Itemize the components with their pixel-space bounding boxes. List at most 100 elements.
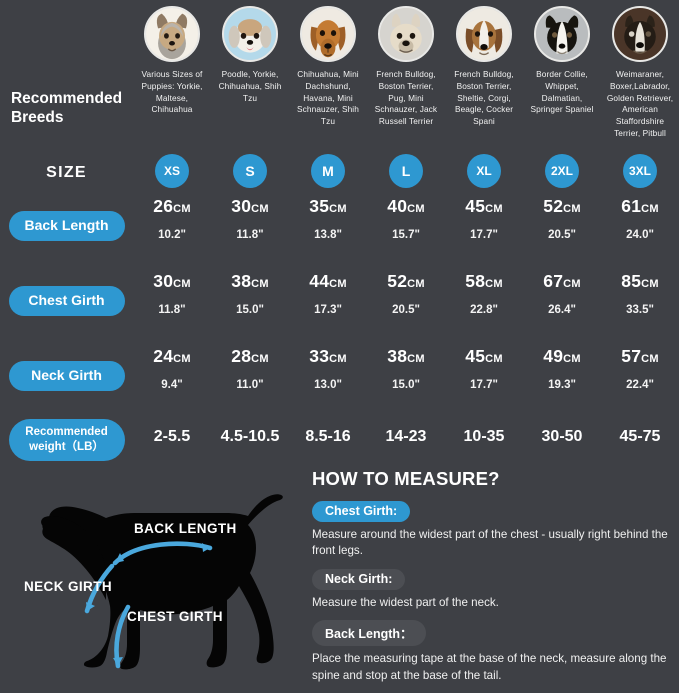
metric-value: 44CM [309,271,347,291]
imperial-value: 17.7" [470,228,498,241]
neck-girth-pill: Neck Girth [8,360,125,392]
size-badge-xs: XS [155,154,189,188]
metric-value: 38CM [231,271,269,291]
how-to-measure-text: Measure the widest part of the neck. [312,595,499,609]
measure-cell: 35CM 13.8" [289,192,367,240]
breed-cell-2xl: Border Collie, Whippet, Dalmatian, Sprin… [523,6,601,140]
breed-text: Various Sizes of Puppies: Yorkie, Maltes… [141,69,203,115]
neck-girth-label-wrap: Neck Girth [0,356,133,396]
metric-unit: CM [563,203,581,215]
metric-unit: CM [329,203,347,215]
weight-cell: 30-50 [523,412,601,446]
breed-cell-s: Poodle, Yorkie, Chihuahua, Shih Tzu [211,6,289,140]
breed-text: French Bulldog, Boston Terrier, Pug, Min… [374,69,438,127]
imperial-value: 13.0" [314,378,342,391]
imperial-value: 22.4" [626,378,654,391]
metric-value: 40CM [387,196,425,216]
breed-cell-m: Chihuahua, Mini Dachshund, Havana, Mini … [289,6,367,140]
measure-cell: 26CM 10.2" [133,192,211,240]
imperial-value: 15.0" [392,378,420,391]
imperial-value: 9.4" [161,378,183,391]
how-to-measure-items: Chest Girth: Measure around the widest pa… [312,501,672,684]
measure-cell: 40CM 15.7" [367,192,445,240]
weight-value: 2-5.5 [153,428,191,445]
size-badge-s: S [233,154,267,188]
metric-unit: CM [485,203,503,215]
metric-value: 45CM [465,196,503,216]
weight-value: 45-75 [619,428,661,445]
recommended-weight-label-wrap: Recommended weight（LB） [0,418,133,462]
breed-text: Chihuahua, Mini Dachshund, Havana, Mini … [297,69,359,127]
measure-cell: 45CM 17.7" [445,192,523,241]
recommended-breeds-row: Recommended Breeds Various Sizes of Puppi… [0,6,679,148]
how-to-measure-item: Back Length： Place the measuring tape at … [312,620,672,684]
dog-measurement-diagram: BACK LENGTH NECK GIRTH CHEST GIRTH [14,480,299,676]
metric-unit: CM [173,203,191,215]
metric-value: 38CM [387,346,425,366]
chest-girth-row: Chest Girth 30CM 11.8" 38CM 15.0" 44CM 17.3" 5… [0,267,679,337]
size-badge-2xl: 2XL [545,154,579,188]
how-to-measure-item: Neck Girth: Measure the widest part of th… [312,568,672,611]
size-cell-xs: XS [133,152,211,188]
dachshund-photo [300,6,356,62]
recommended-weight-row: Recommended weight（LB） 2-5.5 4.5-10.5 8.5-1… [0,412,679,468]
how-to-measure-text: Place the measuring tape at the base of … [312,652,667,682]
measure-cell: 38CM 15.0" [367,342,445,391]
measure-cell: 38CM 15.0" [211,267,289,316]
size-chart: Recommended Breeds Various Sizes of Puppi… [0,6,679,682]
size-badge-xl: XL [467,154,501,188]
imperial-value: 26.4" [548,303,576,316]
metric-value: 61CM [621,196,659,216]
metric-unit: CM [563,353,581,365]
metric-unit: CM [173,353,191,365]
metric-unit: CM [641,203,659,215]
recommended-weight-pill: Recommended weight（LB） [8,419,125,461]
metric-value: 26CM [153,196,191,216]
imperial-value: 20.5" [548,228,576,241]
imperial-value: 24.0" [626,228,654,241]
metric-value: 58CM [465,271,503,291]
metric-unit: CM [329,353,347,365]
diagram-label-back-length: BACK LENGTH [134,521,237,536]
how-to-measure-heading: HOW TO MEASURE? [312,468,500,489]
weight-value: 8.5-16 [305,428,351,445]
measure-cell: 85CM 33.5" [601,267,679,315]
metric-unit: CM [485,353,503,365]
how-to-measure-section: HOW TO MEASURE? Chest Girth: Measure arou… [312,468,672,693]
measure-cell: 52CM 20.5" [367,267,445,315]
recommended-weight-cells: 2-5.5 4.5-10.5 8.5-16 14-23 10-35 30-50 45-75 [133,412,679,446]
breeds-cells: Various Sizes of Puppies: Yorkie, Maltes… [133,6,679,140]
weight-cell: 14-23 [367,412,445,446]
metric-value: 33CM [309,346,347,366]
chest-girth-pill: Chest Girth [8,285,125,317]
breed-text: French Bulldog, Boston Terrier, Sheltie,… [454,69,514,127]
border-collie-photo [534,6,590,62]
size-cell-l: L [367,152,445,188]
size-cell-2xl: 2XL [523,152,601,188]
metric-value: 52CM [387,271,425,291]
shih-tzu-photo [222,6,278,62]
breed-text: Border Collie, Whippet, Dalmatian, Sprin… [530,69,594,115]
size-label: SIZE [46,164,87,181]
metric-value: 24CM [153,346,191,366]
metric-unit: CM [563,278,581,290]
size-badge-l: L [389,154,423,188]
metric-value: 85CM [621,271,659,291]
metric-value: 67CM [543,271,581,291]
weight-value: 30-50 [541,428,583,445]
how-to-measure-tag: Neck Girth: [312,568,406,590]
measure-cell: 58CM 22.8" [445,267,523,315]
metric-value: 30CM [231,196,269,216]
measure-cell: 30CM 11.8" [133,267,211,315]
chest-girth-cells: 30CM 11.8" 38CM 15.0" 44CM 17.3" 52CM 20.5" 58CM… [133,267,679,316]
metric-value: 28CM [231,346,269,366]
measure-cell: 57CM 22.4" [601,342,679,391]
measure-cell: 52CM 20.5" [523,192,601,241]
breed-text: Poodle, Yorkie, Chihuahua, Shih Tzu [218,69,282,103]
imperial-value: 15.0" [236,303,264,316]
yorkshire-terrier-photo [144,6,200,62]
back-length-label-wrap: Back Length [0,206,133,246]
back-length-pill: Back Length [8,210,125,242]
metric-unit: CM [251,353,269,365]
back-length-cells: 26CM 10.2" 30CM 11.8" 35CM 13.8" 40CM 15.7" 45CM… [133,192,679,241]
